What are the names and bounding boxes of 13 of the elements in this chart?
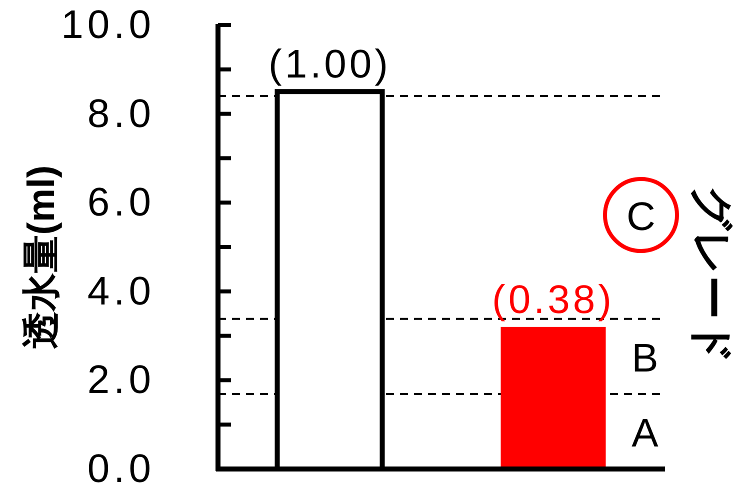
- y-tick-label: 8.0: [87, 92, 155, 136]
- y-tick-label: 10.0: [61, 3, 155, 47]
- y-tick-label: 0.0: [87, 447, 155, 491]
- annotation: (1.00): [268, 42, 391, 87]
- annotation: C: [626, 195, 656, 239]
- y-tick-label: 6.0: [87, 180, 155, 225]
- y-tick-label: 4.0: [87, 269, 155, 314]
- text: グレード: [688, 186, 735, 364]
- y-tick-label: 2.0: [87, 358, 155, 402]
- annotation: A: [632, 411, 659, 456]
- annotation: B: [632, 336, 658, 380]
- annotation: (0.38): [492, 278, 614, 322]
- y-axis-title: 透水量(ml): [21, 165, 63, 349]
